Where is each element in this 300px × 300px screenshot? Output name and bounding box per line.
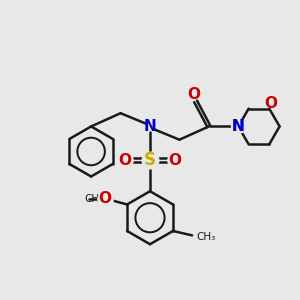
Text: N: N — [144, 119, 156, 134]
Text: S: S — [144, 151, 156, 169]
Text: N: N — [232, 119, 245, 134]
Text: N: N — [232, 119, 245, 134]
Text: O: O — [264, 96, 277, 111]
Text: CH₃: CH₃ — [196, 232, 216, 242]
Text: CH₃: CH₃ — [84, 194, 104, 204]
Text: O: O — [169, 153, 182, 168]
Text: O: O — [98, 191, 112, 206]
Text: O: O — [188, 87, 201, 102]
Text: O: O — [118, 153, 131, 168]
